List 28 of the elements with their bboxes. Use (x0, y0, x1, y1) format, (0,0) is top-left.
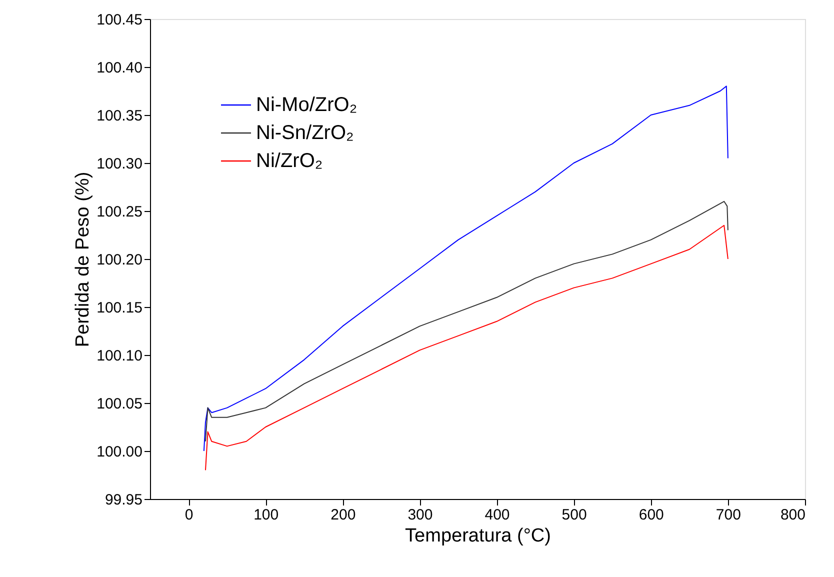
y-tick-label: 100.20 (96, 252, 142, 268)
y-axis-title: Perdida de Peso (%) (72, 172, 94, 348)
y-tick-label: 100.45 (96, 12, 142, 28)
y-tick-label: 100.40 (96, 60, 142, 76)
x-tick-label: 400 (484, 506, 510, 524)
legend-label: Ni-Sn/ZrO₂ (256, 122, 354, 144)
x-tick-label: 600 (638, 506, 664, 524)
y-tick-label: 100.35 (96, 108, 142, 124)
x-tick-label: 800 (780, 506, 806, 524)
x-axis-title: Temperatura (°C) (405, 526, 551, 546)
x-tick-label: 700 (716, 506, 741, 524)
x-tick-label: 500 (562, 506, 587, 524)
y-tick-label: 100.05 (96, 396, 142, 412)
y-tick-label: 100.15 (96, 300, 142, 316)
y-tick-label: 99.95 (104, 492, 142, 508)
y-tick-label: 100.10 (96, 348, 142, 364)
legend-label: Ni-Mo/ZrO₂ (256, 94, 358, 116)
legend-label: Ni/ZrO₂ (256, 150, 323, 172)
x-tick-label: 300 (408, 506, 433, 524)
x-tick-label: 100 (254, 506, 279, 524)
line-series (204, 224, 728, 471)
x-tick-label: 0 (184, 506, 194, 524)
y-tick-label: 100.25 (96, 204, 142, 220)
y-tick-label: 100.30 (96, 156, 142, 172)
line-series (203, 86, 728, 452)
y-tick-label: 100.00 (96, 444, 142, 460)
line-series (204, 200, 728, 442)
x-tick-label: 200 (330, 506, 356, 524)
